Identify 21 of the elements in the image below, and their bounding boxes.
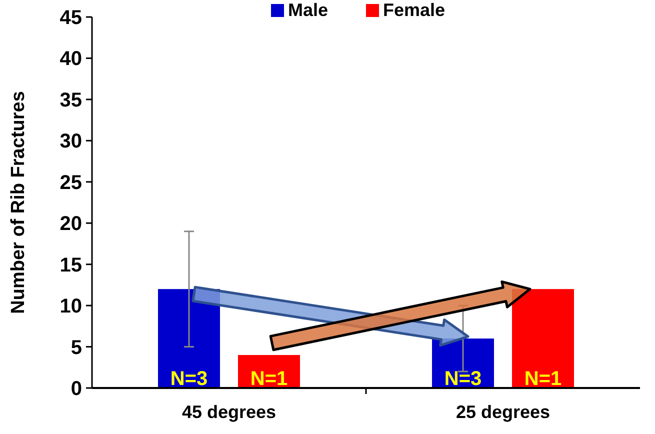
- legend-label: Male: [288, 0, 328, 20]
- annotation: N=1: [250, 368, 288, 390]
- x-tick-label: 25 degrees: [456, 402, 550, 422]
- y-tick-label: 35: [60, 89, 82, 112]
- y-tick-label: 20: [60, 213, 82, 236]
- y-tick-label: 15: [60, 254, 82, 276]
- annotation: N=3: [170, 368, 208, 390]
- y-tick-label: 40: [60, 48, 82, 70]
- y-tick-label: 10: [60, 296, 82, 318]
- x-tick-label: 45 degrees: [182, 402, 276, 422]
- legend-label: Female: [383, 0, 446, 20]
- annotation: N=3: [444, 368, 482, 390]
- y-tick-label: 0: [70, 378, 82, 400]
- annotation: N=1: [524, 368, 562, 390]
- y-tick-label: 5: [70, 336, 82, 359]
- y-tick-label: 45: [60, 7, 82, 29]
- bar: [158, 289, 220, 388]
- y-axis-title: Number of Rib Fractures: [8, 91, 29, 314]
- y-tick-label: 25: [60, 172, 82, 194]
- y-tick-label: 30: [60, 130, 82, 153]
- bar: [512, 289, 574, 388]
